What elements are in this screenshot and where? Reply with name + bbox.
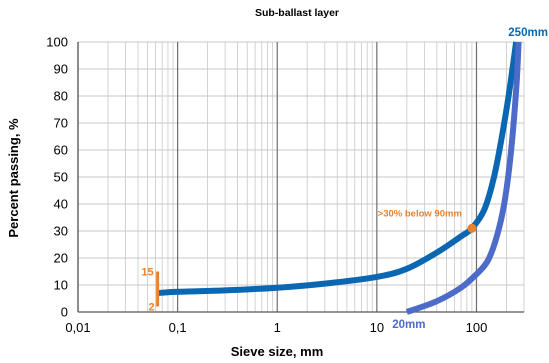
- fines-upper-label: 15: [141, 267, 153, 279]
- chart-title: Sub-ballast layer: [255, 7, 339, 19]
- x-axis-label: Sieve size, mm: [231, 344, 324, 359]
- y-tick-label: 40: [54, 197, 68, 212]
- series-label-250mm: 250mm: [508, 27, 548, 39]
- fines-lower-label: 2: [149, 302, 155, 314]
- y-axis-label: Percent passing, %: [6, 118, 21, 238]
- axes: 0 10 20 30 40 50 60 70 80 90 100 0,01 0,1 1 10 100: [46, 35, 524, 335]
- y-tick-label: 70: [54, 116, 68, 131]
- x-tick-label: 1: [274, 320, 281, 335]
- series-label-20mm: 20mm: [392, 319, 425, 331]
- y-tick-label: 90: [54, 62, 68, 77]
- annotation-marker: [467, 223, 477, 233]
- y-tick-label: 100: [46, 35, 68, 50]
- y-tick-label: 20: [54, 251, 68, 266]
- y-tick-label: 30: [54, 224, 68, 239]
- series-layer: [157, 41, 522, 315]
- annotation-label: >30% below 90mm: [378, 208, 462, 219]
- y-tick-label: 80: [54, 89, 68, 104]
- x-tick-label: 100: [466, 320, 488, 335]
- x-tick-label: 0,1: [169, 320, 187, 335]
- x-tick-label: 0,01: [65, 320, 90, 335]
- annotation-layer: 250mm 20mm >30% below 90mm 15 2: [141, 27, 548, 331]
- y-tick-label: 60: [54, 143, 68, 158]
- y-tick-label: 10: [54, 278, 68, 293]
- series-line-250mm: [157, 41, 520, 297]
- series-line-20mm: [405, 41, 522, 315]
- y-tick-label: 50: [54, 170, 68, 185]
- x-tick-label: 10: [370, 320, 384, 335]
- y-tick-label: 0: [61, 305, 68, 320]
